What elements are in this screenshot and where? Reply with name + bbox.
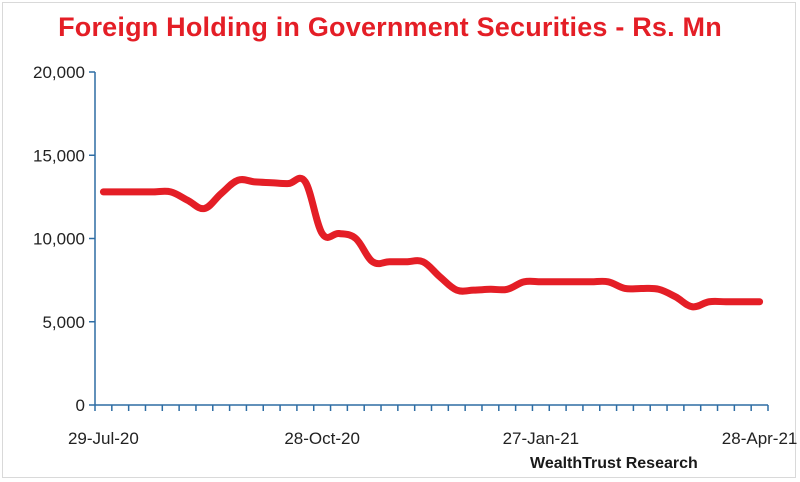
- source-credit: WealthTrust Research: [530, 455, 698, 472]
- y-tick-label: 10,000: [33, 230, 85, 249]
- y-tick-label: 5,000: [42, 313, 85, 332]
- series-group: [99, 174, 764, 311]
- x-tick-label: 28-Apr-21: [722, 429, 798, 448]
- y-axis-ticks: 0 5,000 10,000 15,000 20,000: [33, 63, 95, 415]
- series-line: [99, 174, 764, 311]
- x-tick-label: 28-Oct-20: [284, 429, 360, 448]
- y-tick-label: 0: [76, 396, 85, 415]
- x-tick-label: 27-Jan-21: [503, 429, 580, 448]
- axes: [94, 72, 768, 406]
- y-tick-label: 20,000: [33, 63, 85, 82]
- x-axis-ticks: 29-Jul-20 28-Oct-20 27-Jan-21 28-Apr-21: [68, 405, 797, 448]
- chart-title: Foreign Holding in Government Securities…: [58, 12, 722, 42]
- y-tick-label: 15,000: [33, 146, 85, 165]
- x-tick-label: 29-Jul-20: [68, 429, 139, 448]
